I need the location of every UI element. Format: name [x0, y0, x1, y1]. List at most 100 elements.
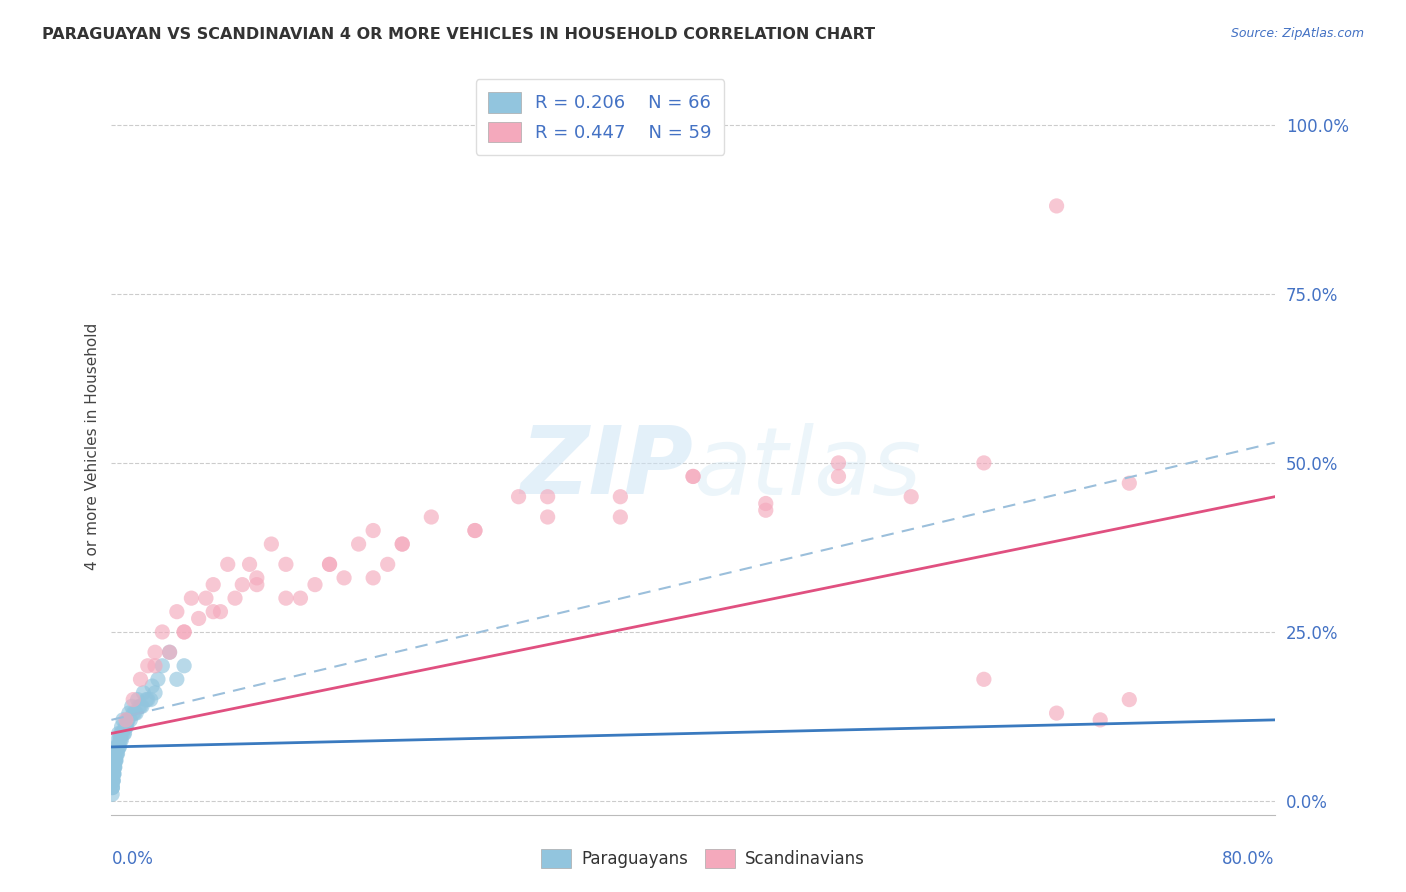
- Paraguayans: [108, 733, 131, 747]
- Paraguayans: [121, 699, 143, 714]
- Paraguayans: [120, 713, 142, 727]
- Paraguayans: [101, 773, 124, 788]
- Paraguayans: [141, 679, 163, 693]
- Paraguayans: [107, 747, 129, 761]
- Scandinavians: [682, 469, 704, 483]
- Paraguayans: [103, 767, 125, 781]
- Scandinavians: [827, 456, 849, 470]
- Paraguayans: [114, 726, 136, 740]
- Y-axis label: 4 or more Vehicles in Household: 4 or more Vehicles in Household: [86, 322, 100, 570]
- Paraguayans: [103, 760, 125, 774]
- Paraguayans: [101, 787, 124, 801]
- Paraguayans: [101, 773, 124, 788]
- Scandinavians: [274, 591, 297, 606]
- Scandinavians: [187, 611, 209, 625]
- Text: ZIP: ZIP: [520, 422, 693, 514]
- Scandinavians: [609, 510, 631, 524]
- Paraguayans: [103, 767, 125, 781]
- Scandinavians: [194, 591, 217, 606]
- Scandinavians: [464, 524, 486, 538]
- Paraguayans: [129, 699, 152, 714]
- Paraguayans: [104, 754, 127, 768]
- Scandinavians: [290, 591, 312, 606]
- Paraguayans: [115, 720, 138, 734]
- Scandinavians: [1118, 692, 1140, 706]
- Paraguayans: [105, 747, 128, 761]
- Scandinavians: [508, 490, 530, 504]
- Paraguayans: [124, 706, 146, 720]
- Paraguayans: [114, 720, 136, 734]
- Paraguayans: [112, 726, 135, 740]
- Scandinavians: [143, 645, 166, 659]
- Paraguayans: [108, 739, 131, 754]
- Scandinavians: [260, 537, 283, 551]
- Paraguayans: [107, 726, 129, 740]
- Paraguayans: [105, 739, 128, 754]
- Legend: R = 0.206    N = 66, R = 0.447    N = 59: R = 0.206 N = 66, R = 0.447 N = 59: [475, 79, 724, 155]
- Scandinavians: [609, 490, 631, 504]
- Paraguayans: [104, 747, 127, 761]
- Paraguayans: [107, 733, 129, 747]
- Scandinavians: [537, 510, 560, 524]
- Scandinavians: [159, 645, 181, 659]
- Scandinavians: [1118, 476, 1140, 491]
- Scandinavians: [202, 605, 225, 619]
- Scandinavians: [333, 571, 356, 585]
- Paraguayans: [110, 726, 132, 740]
- Paraguayans: [104, 760, 127, 774]
- Scandinavians: [973, 456, 995, 470]
- Scandinavians: [318, 558, 340, 572]
- Scandinavians: [246, 571, 269, 585]
- Scandinavians: [173, 624, 195, 639]
- Paraguayans: [146, 673, 169, 687]
- Paraguayans: [150, 658, 173, 673]
- Paraguayans: [108, 739, 131, 754]
- Paraguayans: [132, 686, 155, 700]
- Paraguayans: [103, 767, 125, 781]
- Scandinavians: [115, 713, 138, 727]
- Scandinavians: [318, 558, 340, 572]
- Paraguayans: [139, 692, 162, 706]
- Paraguayans: [105, 747, 128, 761]
- Scandinavians: [209, 605, 232, 619]
- Paraguayans: [110, 720, 132, 734]
- Paraguayans: [101, 780, 124, 795]
- Scandinavians: [166, 605, 188, 619]
- Paraguayans: [110, 733, 132, 747]
- Scandinavians: [682, 469, 704, 483]
- Paraguayans: [105, 754, 128, 768]
- Scandinavians: [361, 571, 384, 585]
- Paraguayans: [143, 686, 166, 700]
- Paraguayans: [103, 754, 125, 768]
- Scandinavians: [755, 496, 778, 510]
- Paraguayans: [101, 773, 124, 788]
- Paraguayans: [122, 706, 145, 720]
- Text: Source: ZipAtlas.com: Source: ZipAtlas.com: [1230, 27, 1364, 40]
- Paraguayans: [118, 706, 141, 720]
- Scandinavians: [150, 624, 173, 639]
- Paraguayans: [159, 645, 181, 659]
- Paraguayans: [117, 713, 139, 727]
- Scandinavians: [900, 490, 922, 504]
- Scandinavians: [173, 624, 195, 639]
- Paraguayans: [127, 692, 149, 706]
- Text: PARAGUAYAN VS SCANDINAVIAN 4 OR MORE VEHICLES IN HOUSEHOLD CORRELATION CHART: PARAGUAYAN VS SCANDINAVIAN 4 OR MORE VEH…: [42, 27, 876, 42]
- Scandinavians: [238, 558, 260, 572]
- Paraguayans: [125, 706, 148, 720]
- Paraguayans: [115, 720, 138, 734]
- Scandinavians: [304, 577, 326, 591]
- Paraguayans: [104, 760, 127, 774]
- Paraguayans: [101, 767, 124, 781]
- Paraguayans: [128, 699, 150, 714]
- Text: 0.0%: 0.0%: [111, 850, 153, 868]
- Paraguayans: [111, 726, 134, 740]
- Scandinavians: [180, 591, 202, 606]
- Scandinavians: [202, 577, 225, 591]
- Text: 80.0%: 80.0%: [1222, 850, 1275, 868]
- Paraguayans: [131, 699, 153, 714]
- Paraguayans: [173, 658, 195, 673]
- Paraguayans: [104, 739, 127, 754]
- Scandinavians: [231, 577, 253, 591]
- Scandinavians: [274, 558, 297, 572]
- Scandinavians: [143, 658, 166, 673]
